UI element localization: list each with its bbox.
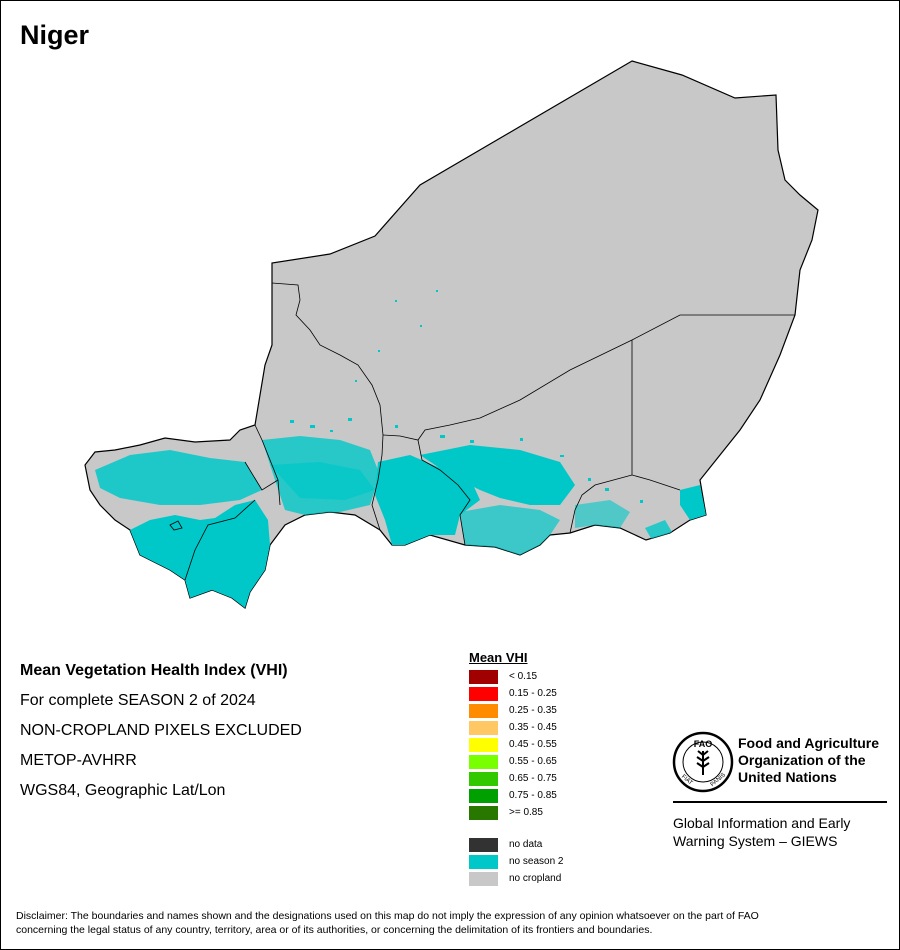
giews-name: Global Information and Early Warning Sys… <box>673 814 850 850</box>
zone-zinder <box>420 445 575 505</box>
legend-row: 0.55 - 0.65 <box>469 754 609 771</box>
country-shape <box>84 60 819 610</box>
zone-lake <box>645 520 672 540</box>
boundary-dosso-west <box>184 499 256 581</box>
boundary-tahoua-maradi <box>371 434 384 531</box>
legend-row: 0.75 - 0.85 <box>469 788 609 805</box>
legend-label: no cropland <box>509 873 562 884</box>
zone-diffa-west <box>575 500 630 528</box>
zone-tillaberi-north <box>95 450 262 505</box>
fao-logo: FAO FIAT PANIS <box>672 731 734 793</box>
legend-row: no cropland <box>469 871 609 888</box>
region-boundaries <box>169 282 795 581</box>
info-sensor: METOP-AVHRR <box>20 752 137 769</box>
zone-tillaberi-south <box>130 500 270 608</box>
zone-zinder-south <box>460 505 560 555</box>
legend-gap <box>469 822 609 837</box>
fao-name-line2: Organization of the <box>738 752 866 768</box>
zone-maradi <box>375 455 480 545</box>
fao-name: Food and Agriculture Organization of the… <box>738 735 879 786</box>
legend-label: < 0.15 <box>509 671 538 682</box>
legend-label: 0.25 - 0.35 <box>509 705 557 716</box>
scattered-pixels <box>290 290 643 503</box>
no-season-2-zones <box>95 290 706 608</box>
legend-label: no season 2 <box>509 856 564 867</box>
legend-swatch <box>469 721 498 735</box>
giews-line1: Global Information and Early <box>673 815 851 831</box>
fao-name-line3: United Nations <box>738 769 837 785</box>
legend-row: 0.35 - 0.45 <box>469 720 609 737</box>
boundary-niamey <box>169 520 183 531</box>
boundary-dosso-tillaberi <box>244 461 279 491</box>
info-projection: WGS84, Geographic Lat/Lon <box>20 782 226 799</box>
legend-row: no season 2 <box>469 854 609 871</box>
giews-line2: Warning System – GIEWS <box>673 833 838 849</box>
info-index-name: Mean Vegetation Health Index (VHI) <box>20 662 288 679</box>
boundary-maradi-zinder <box>417 439 471 546</box>
disclaimer-line1: Disclaimer: The boundaries and names sho… <box>16 910 759 922</box>
fao-logo-top: FAO <box>694 739 713 749</box>
legend-swatch <box>469 738 498 752</box>
legend-classes: < 0.15 0.15 - 0.25 0.25 - 0.35 0.35 - 0.45 0… <box>469 669 609 822</box>
legend-swatch <box>469 872 498 886</box>
legend-row: < 0.15 <box>469 669 609 686</box>
boundary-zinder-diffa <box>569 474 633 534</box>
zone-tahoua-south <box>270 462 375 500</box>
legend-title: Mean VHI <box>469 650 528 665</box>
legend-extra: no data no season 2 no cropland <box>469 837 609 888</box>
fao-logo-inner-ring <box>682 741 724 783</box>
info-season: For complete SEASON 2 of 2024 <box>20 692 256 709</box>
fao-divider <box>673 801 887 803</box>
zone-diffa-east <box>680 485 706 520</box>
legend-label: 0.75 - 0.85 <box>509 790 557 801</box>
legend-swatch <box>469 789 498 803</box>
wheat-ear-icon <box>696 750 710 775</box>
info-exclusion: NON-CROPLAND PIXELS EXCLUDED <box>20 722 302 739</box>
legend-label: 0.65 - 0.75 <box>509 773 557 784</box>
legend-swatch <box>469 772 498 786</box>
legend-row: >= 0.85 <box>469 805 609 822</box>
fao-name-line1: Food and Agriculture <box>738 735 880 751</box>
legend-label: >= 0.85 <box>509 807 543 818</box>
legend-swatch <box>469 806 498 820</box>
legend-label: no data <box>509 839 543 850</box>
legend: Mean VHI < 0.15 0.15 - 0.25 0.25 - 0.35 0.3… <box>469 650 609 888</box>
disclaimer-line2: concerning the legal status of any count… <box>16 924 653 936</box>
legend-swatch <box>469 704 498 718</box>
legend-label: 0.45 - 0.55 <box>509 739 557 750</box>
boundary-agadez-tahoua <box>271 282 384 436</box>
map-title: Niger <box>20 20 90 50</box>
legend-swatch <box>469 687 498 701</box>
legend-swatch <box>469 838 498 852</box>
niger-territory <box>84 60 819 610</box>
legend-label: 0.15 - 0.25 <box>509 688 557 699</box>
niger-map <box>84 60 819 610</box>
legend-row: 0.45 - 0.55 <box>469 737 609 754</box>
legend-swatch <box>469 670 498 684</box>
disclaimer: Disclaimer: The boundaries and names sho… <box>16 909 886 937</box>
boundary-agadez-south <box>382 314 795 441</box>
fao-logo-ring <box>672 731 734 793</box>
boundary-tillaberi-tahoua <box>254 424 281 506</box>
legend-row: 0.25 - 0.35 <box>469 703 609 720</box>
legend-swatch <box>469 855 498 869</box>
legend-row: no data <box>469 837 609 854</box>
legend-row: 0.65 - 0.75 <box>469 771 609 788</box>
boundary-diffa-agadez <box>631 340 681 491</box>
legend-row: 0.15 - 0.25 <box>469 686 609 703</box>
legend-label: 0.35 - 0.45 <box>509 722 557 733</box>
legend-swatch <box>469 755 498 769</box>
legend-label: 0.55 - 0.65 <box>509 756 557 767</box>
map-info: Mean Vegetation Health Index (VHI) For c… <box>20 656 302 806</box>
